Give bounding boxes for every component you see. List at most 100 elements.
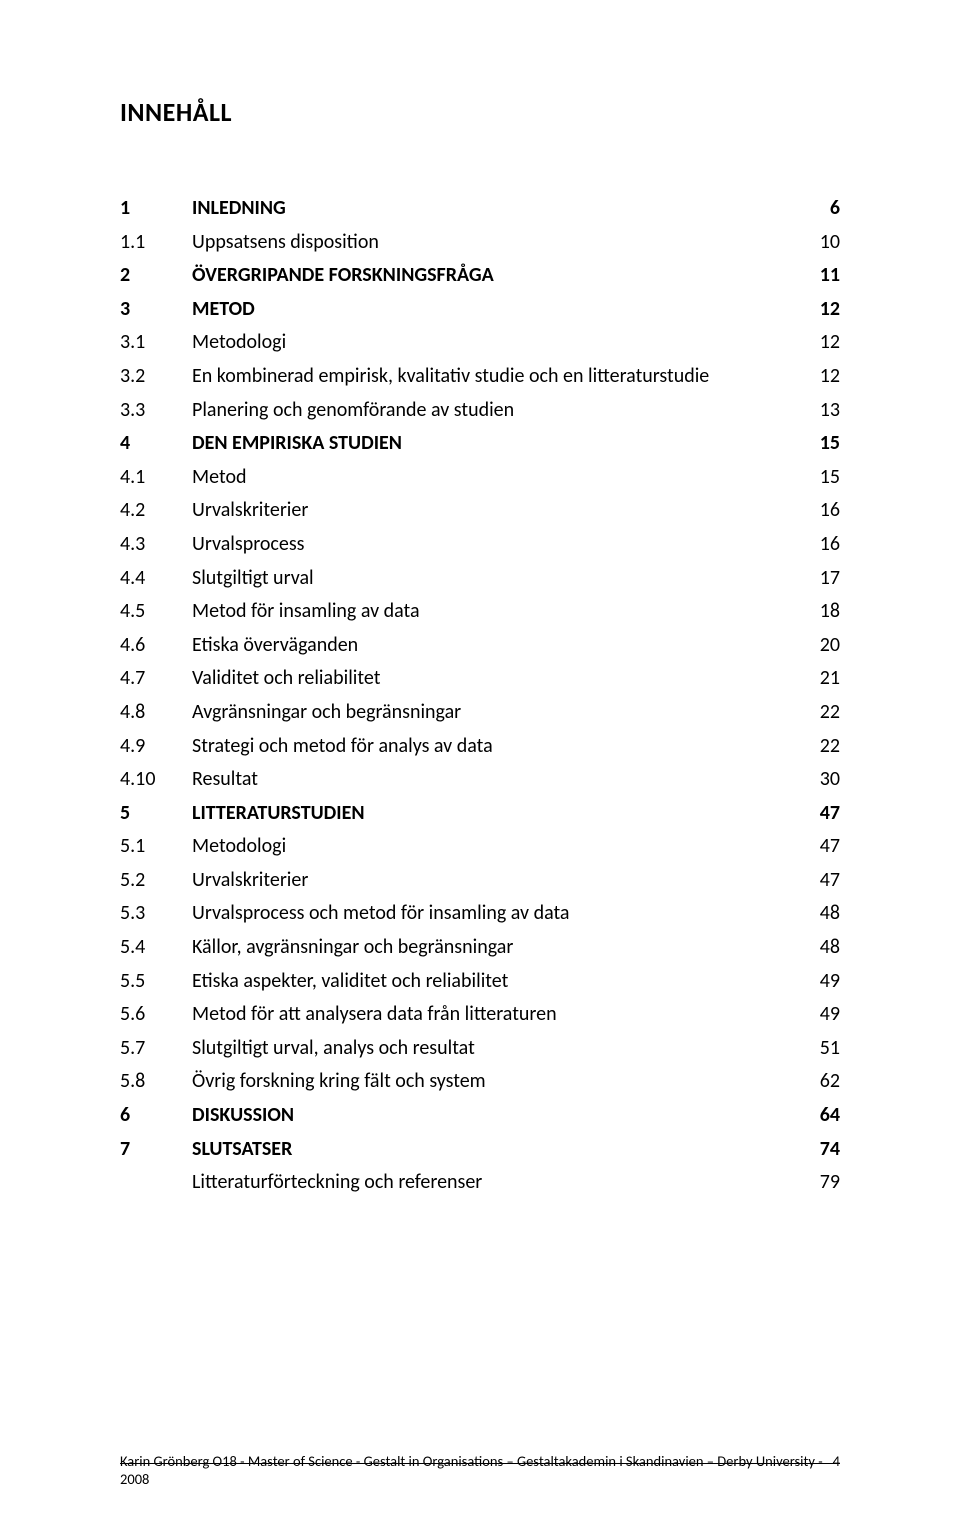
toc-entry: 5LITTERATURSTUDIEN47: [120, 803, 840, 823]
toc-entry-page: 12: [792, 299, 840, 319]
toc-entry-label: Urvalskriterier: [192, 870, 792, 890]
toc-entry-label: SLUTSATSER: [192, 1139, 792, 1159]
toc-entry: 6DISKUSSION64: [120, 1105, 840, 1125]
toc-entry-number: 4.3: [120, 534, 192, 554]
toc-entry-number: 1.1: [120, 232, 192, 252]
toc-entry-page: 15: [792, 467, 840, 487]
toc-entry-page: 18: [792, 601, 840, 621]
footer-page-number: 4: [833, 1452, 840, 1470]
toc-entry-label: Metod: [192, 467, 792, 487]
toc-entry: 2ÖVERGRIPANDE FORSKNINGSFRÅGA11: [120, 265, 840, 285]
toc-entry-number: 2: [120, 265, 192, 285]
toc-entry: 5.5Etiska aspekter, validitet och reliab…: [120, 971, 840, 991]
toc-entry-page: 20: [792, 635, 840, 655]
toc-entry-label: Metodologi: [192, 332, 792, 352]
toc-entry-label: Metod för att analysera data från litter…: [192, 1004, 792, 1024]
toc-entry-label: INLEDNING: [192, 198, 792, 218]
toc-entry-label: Strategi och metod för analys av data: [192, 736, 792, 756]
toc-entry-label: Planering och genomförande av studien: [192, 400, 792, 420]
toc-entry: 4.8Avgränsningar och begränsningar22: [120, 702, 840, 722]
toc-entry-page: 49: [792, 971, 840, 991]
toc-entry-page: 30: [792, 769, 840, 789]
toc-entry-label: Slutgiltigt urval, analys och resultat: [192, 1038, 792, 1058]
toc-entry-number: 5.8: [120, 1071, 192, 1091]
toc-entry-number: 3.3: [120, 400, 192, 420]
toc-entry-number: 4.9: [120, 736, 192, 756]
footer-text: Karin Grönberg O18 - Master of Science -…: [120, 1452, 833, 1488]
toc-entry: 4.3Urvalsprocess16: [120, 534, 840, 554]
toc-entry-page: 21: [792, 668, 840, 688]
toc-entry-page: 48: [792, 903, 840, 923]
toc-entry-page: 47: [792, 803, 840, 823]
toc-entry: Litteraturförteckning och referenser79: [120, 1172, 840, 1192]
toc-entry-page: 49: [792, 1004, 840, 1024]
toc-entry-page: 15: [792, 433, 840, 453]
toc-entry: 7SLUTSATSER74: [120, 1139, 840, 1159]
toc-entry: 4.1Metod15: [120, 467, 840, 487]
toc-entry: 5.2Urvalskriterier47: [120, 870, 840, 890]
toc-entry: 4.4Slutgiltigt urval17: [120, 568, 840, 588]
toc-entry-number: 3.1: [120, 332, 192, 352]
toc-title: INNEHÅLL: [120, 96, 840, 128]
toc-entry-number: 5.3: [120, 903, 192, 923]
toc-entry: 4.7Validitet och reliabilitet21: [120, 668, 840, 688]
toc-entry-number: 4.5: [120, 601, 192, 621]
toc-entry-number: 6: [120, 1105, 192, 1125]
toc-entry-number: 3.2: [120, 366, 192, 386]
toc-entry-label: METOD: [192, 299, 792, 319]
toc-entry-label: DEN EMPIRISKA STUDIEN: [192, 433, 792, 453]
toc-entry-page: 64: [792, 1105, 840, 1125]
toc-entry-number: 5.4: [120, 937, 192, 957]
toc-entry-number: 4.4: [120, 568, 192, 588]
toc-entry-label: Avgränsningar och begränsningar: [192, 702, 792, 722]
toc-entry-number: 5: [120, 803, 192, 823]
toc-entry-label: Uppsatsens disposition: [192, 232, 792, 252]
toc-entry-page: 48: [792, 937, 840, 957]
toc-entry-page: 47: [792, 870, 840, 890]
toc-entry-label: Litteraturförteckning och referenser: [192, 1172, 792, 1192]
toc-entry-number: 4.2: [120, 500, 192, 520]
toc-body: 1INLEDNING61.1Uppsatsens disposition102Ö…: [120, 198, 840, 1192]
toc-entry: 3METOD12: [120, 299, 840, 319]
toc-entry: 1.1Uppsatsens disposition10: [120, 232, 840, 252]
toc-entry-page: 10: [792, 232, 840, 252]
toc-entry-label: Urvalsprocess och metod för insamling av…: [192, 903, 792, 923]
toc-entry-number: 1: [120, 198, 192, 218]
toc-entry-page: 16: [792, 534, 840, 554]
toc-entry-number: 7: [120, 1139, 192, 1159]
toc-entry-label: Metod för insamling av data: [192, 601, 792, 621]
toc-entry-number: 5.7: [120, 1038, 192, 1058]
toc-entry-label: Etiska aspekter, validitet och reliabili…: [192, 971, 792, 991]
toc-entry-number: 4: [120, 433, 192, 453]
toc-entry-page: 12: [792, 332, 840, 352]
toc-entry-page: 16: [792, 500, 840, 520]
toc-entry-number: 4.10: [120, 769, 192, 789]
toc-entry-label: Slutgiltigt urval: [192, 568, 792, 588]
toc-entry: 4.6Etiska överväganden20: [120, 635, 840, 655]
toc-entry-page: 51: [792, 1038, 840, 1058]
toc-entry: 5.4Källor, avgränsningar och begränsning…: [120, 937, 840, 957]
toc-entry-label: ÖVERGRIPANDE FORSKNINGSFRÅGA: [192, 265, 792, 285]
toc-entry-number: 5.1: [120, 836, 192, 856]
toc-entry: 5.6Metod för att analysera data från lit…: [120, 1004, 840, 1024]
toc-entry: 4.9Strategi och metod för analys av data…: [120, 736, 840, 756]
toc-entry-page: 22: [792, 702, 840, 722]
toc-entry-page: 12: [792, 366, 840, 386]
toc-entry-label: DISKUSSION: [192, 1105, 792, 1125]
toc-entry-page: 47: [792, 836, 840, 856]
toc-entry-label: Etiska överväganden: [192, 635, 792, 655]
toc-entry-number: 4.8: [120, 702, 192, 722]
page: INNEHÅLL 1INLEDNING61.1Uppsatsens dispos…: [0, 0, 960, 1532]
toc-entry: 4DEN EMPIRISKA STUDIEN15: [120, 433, 840, 453]
toc-entry-label: Urvalskriterier: [192, 500, 792, 520]
toc-entry-label: Metodologi: [192, 836, 792, 856]
toc-entry-label: LITTERATURSTUDIEN: [192, 803, 792, 823]
toc-entry: 3.3Planering och genomförande av studien…: [120, 400, 840, 420]
toc-entry: 5.7Slutgiltigt urval, analys och resulta…: [120, 1038, 840, 1058]
toc-entry: 5.8Övrig forskning kring fält och system…: [120, 1071, 840, 1091]
toc-entry-label: En kombinerad empirisk, kvalitativ studi…: [192, 366, 792, 386]
toc-entry-label: Övrig forskning kring fält och system: [192, 1071, 792, 1091]
toc-entry-label: Källor, avgränsningar och begränsningar: [192, 937, 792, 957]
toc-entry-page: 62: [792, 1071, 840, 1091]
toc-entry-page: 6: [792, 198, 840, 218]
